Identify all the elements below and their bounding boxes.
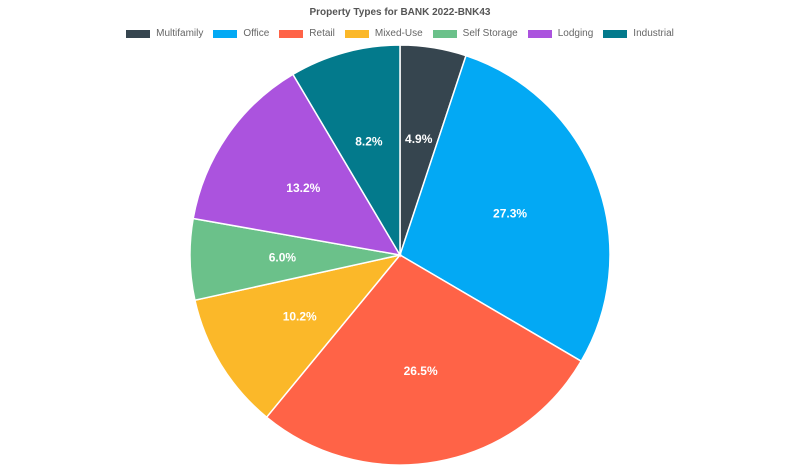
legend-item-industrial[interactable]: Industrial [603,28,674,39]
legend-swatch-office [213,29,238,38]
pie-slice-office[interactable] [399,54,611,363]
chart-legend: Multifamily Office Retail Mixed-Use Self… [0,28,800,39]
legend-label-lodging: Lodging [557,28,594,39]
slice-label-mixed-use: 10.2% [283,309,317,323]
legend-label-retail: Retail [309,28,335,39]
legend-swatch-mixed-use [344,29,369,38]
legend-swatch-self-storage [432,29,457,38]
slice-label-multifamily: 4.9% [405,132,433,146]
pie-slice-lodging[interactable] [192,73,402,257]
legend-label-multifamily: Multifamily [156,28,204,39]
legend-label-office: Office [243,28,270,39]
pie-slice-retail[interactable] [265,254,583,466]
pie-slice-industrial[interactable] [291,44,401,258]
pie-slice-mixed-use[interactable] [194,253,402,419]
legend-label-industrial: Industrial [633,28,674,39]
legend-swatch-retail [279,29,304,38]
slice-label-office: 27.3% [493,207,527,221]
legend-label-self-storage: Self Storage [462,28,518,39]
legend-item-lodging[interactable]: Lodging [527,28,594,39]
legend-swatch-lodging [527,29,552,38]
slice-label-retail: 26.5% [404,364,438,378]
slice-label-lodging: 13.2% [286,181,320,195]
legend-item-office[interactable]: Office [213,28,269,39]
legend-item-self-storage[interactable]: Self Storage [432,28,518,39]
chart-title: Property Types for BANK 2022-BNK43 [309,7,491,18]
legend-item-retail[interactable]: Retail [279,28,335,39]
legend-label-mixed-use: Mixed-Use [374,28,423,39]
legend-swatch-industrial [603,29,628,38]
legend-item-mixed-use[interactable]: Mixed-Use [344,28,423,39]
legend-item-multifamily[interactable]: Multifamily [126,28,203,39]
legend-swatch-multifamily [126,29,151,38]
slice-label-industrial: 8.2% [355,135,383,149]
slice-label-self-storage: 6.0% [269,250,297,264]
